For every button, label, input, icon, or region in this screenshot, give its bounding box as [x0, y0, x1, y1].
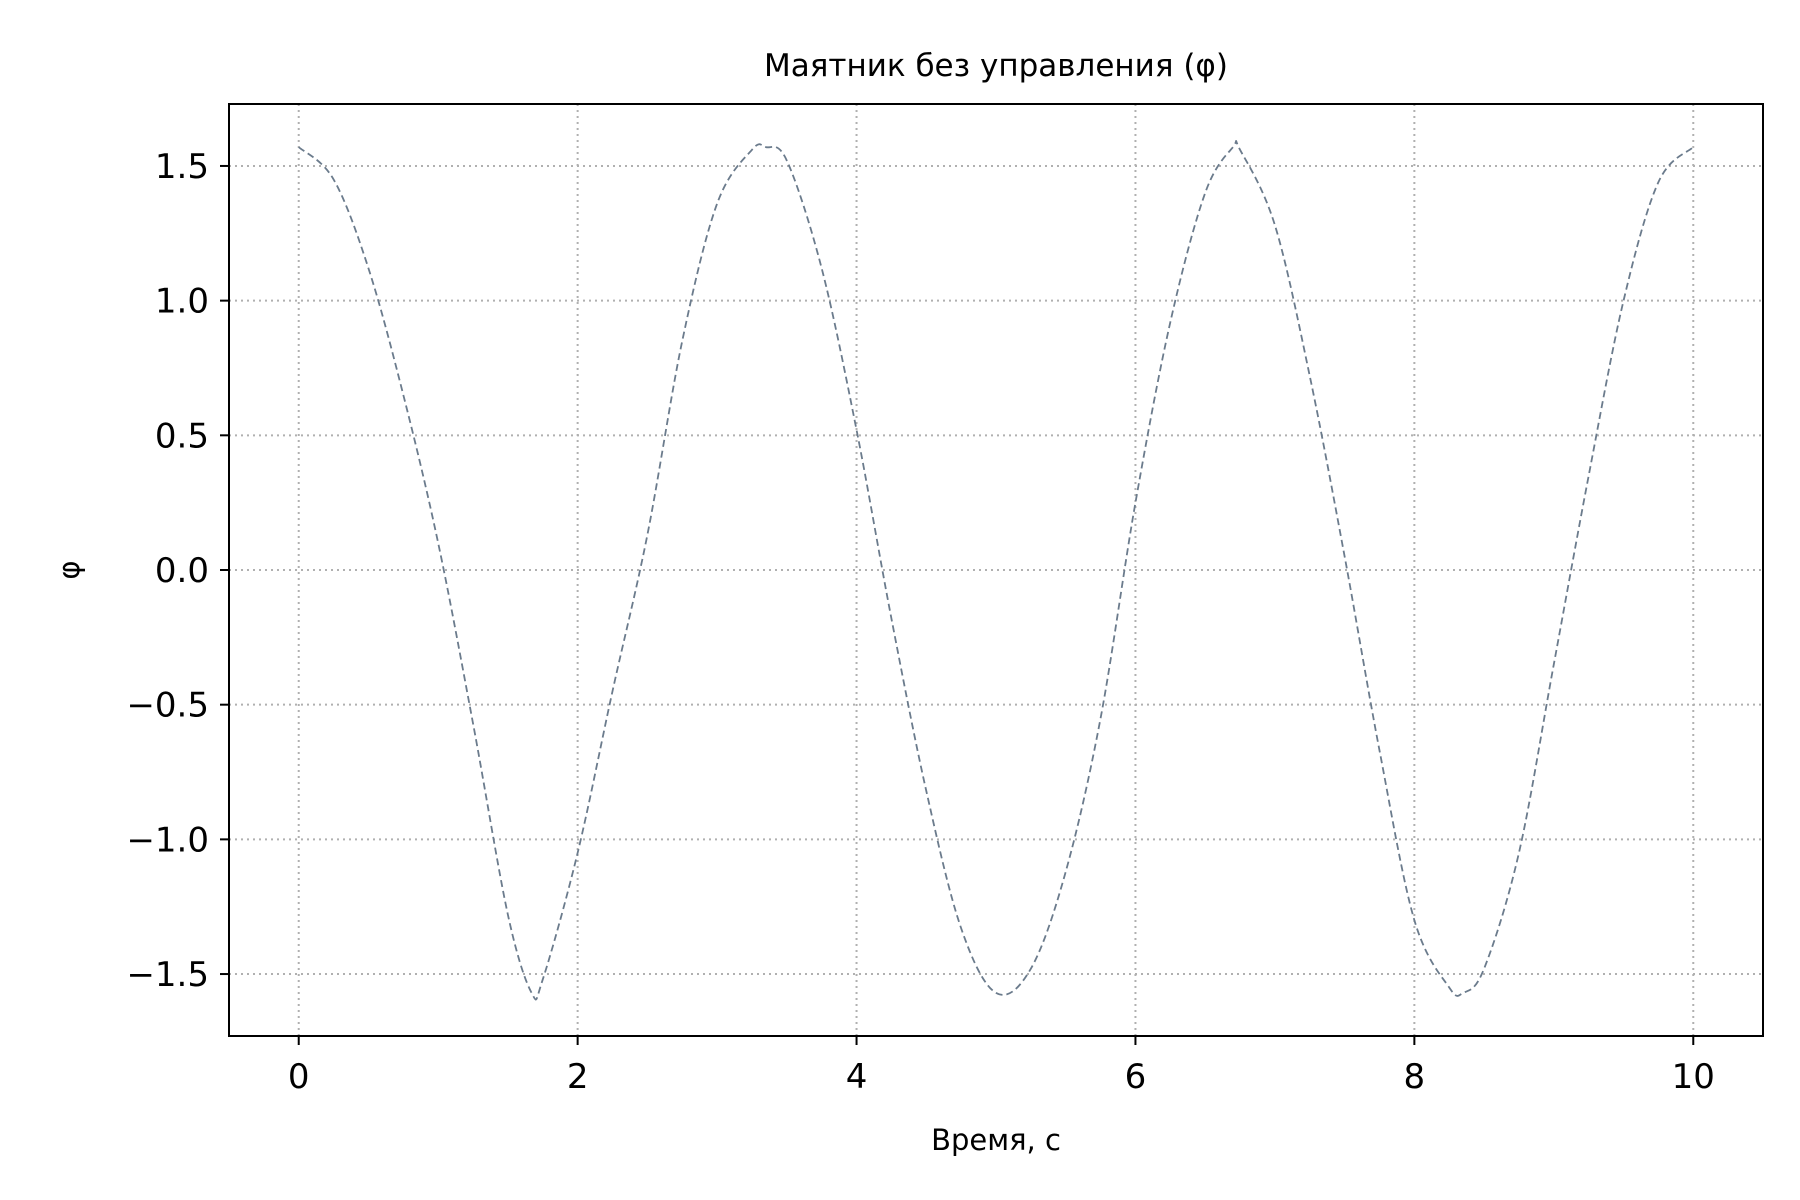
y-tick-label: −1.0 [126, 820, 209, 860]
y-tick-label: 1.0 [155, 282, 209, 322]
y-axis-label: φ [52, 560, 86, 579]
x-axis-label: Время, с [931, 1123, 1061, 1157]
y-tick-label: 1.5 [155, 147, 209, 187]
y-tick-label: 0.5 [155, 416, 209, 456]
y-tick-label: −0.5 [126, 686, 209, 726]
x-tick-label: 8 [1404, 1057, 1426, 1097]
grid [229, 104, 1763, 1036]
x-tick-label: 2 [567, 1057, 589, 1097]
x-tick-label: 4 [846, 1057, 868, 1097]
y-axis-ticks: −1.5 −1.0 −0.5 0.0 0.5 1.0 1.5 [126, 147, 229, 995]
series-line-phi [298, 139, 1694, 1001]
x-axis-ticks: 0 2 4 6 8 10 [288, 1036, 1715, 1097]
x-tick-label: 10 [1672, 1057, 1715, 1097]
y-tick-label: −1.5 [126, 955, 209, 995]
x-tick-label: 0 [288, 1057, 310, 1097]
y-tick-label: 0.0 [155, 551, 209, 591]
x-tick-label: 6 [1125, 1057, 1147, 1097]
chart-title: Маятник без управления (φ) [764, 48, 1228, 84]
